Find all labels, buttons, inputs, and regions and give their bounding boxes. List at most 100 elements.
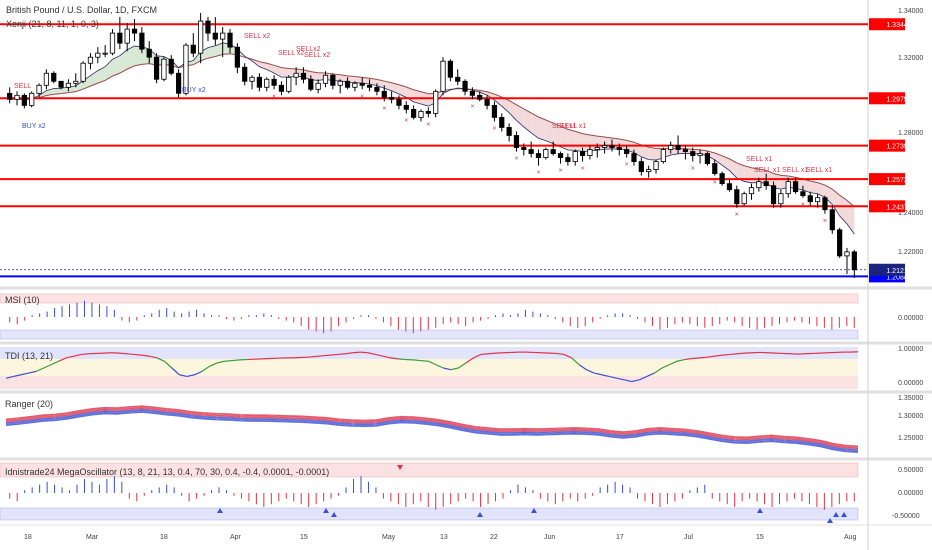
tdi-segment — [398, 358, 406, 361]
ranger-line — [5, 408, 859, 450]
candle-body — [469, 90, 476, 96]
candle-body — [352, 82, 358, 88]
time-axis[interactable]: 18 Mar 18 Apr 15 May 13 22 Jun 17 Jul 15… — [24, 534, 857, 541]
tdi-segment — [186, 374, 195, 378]
candle-body — [815, 197, 821, 203]
tdi-segment — [654, 367, 663, 374]
ranger-legend: Ranger (20) — [5, 399, 54, 409]
msi-histogram — [9, 300, 855, 334]
candle-body — [440, 60, 446, 92]
tdi-segment — [360, 351, 368, 354]
tdi-segment — [20, 372, 29, 376]
cloud-segment — [134, 46, 142, 66]
cloud-segment — [560, 126, 568, 151]
level-tag-label: 1.24371 — [886, 204, 911, 211]
candle-body — [87, 56, 94, 64]
cloud-segment — [567, 129, 576, 151]
tdi-segment — [639, 375, 648, 381]
candle-body — [447, 60, 453, 78]
candle-body — [161, 58, 167, 80]
candle-body — [726, 183, 733, 191]
annotation: SELL x2 — [244, 33, 270, 40]
candle-body — [374, 86, 380, 92]
cloud-segment — [354, 76, 363, 84]
tdi-tick: 0.00000 — [898, 380, 923, 387]
candle-body — [205, 20, 211, 34]
candle-body — [543, 149, 549, 158]
ranger-line — [5, 405, 859, 447]
candle-body — [286, 76, 292, 92]
candle-body — [499, 117, 505, 128]
cloud-segment — [802, 179, 811, 193]
ranger-tick: 1.35000 — [898, 395, 923, 402]
annotation: SELL x1 — [806, 167, 832, 174]
tdi-segment — [315, 355, 323, 358]
sell-x-mark: × — [625, 162, 629, 169]
tdi-segment — [367, 352, 376, 356]
candle-body — [168, 58, 174, 74]
indicator-scales: 0.00000 1.00000 0.00000 1.35000 1.30000 … — [892, 315, 923, 520]
cloud-segment — [545, 119, 554, 144]
tdi-segment — [66, 355, 74, 359]
mega-tick: 0.00000 — [898, 490, 923, 497]
tdi-segment — [352, 351, 361, 354]
cloud-segment — [817, 182, 825, 198]
candle-body — [212, 32, 218, 40]
candle-body — [293, 72, 299, 78]
candle-body — [602, 145, 608, 148]
cloud-segment — [839, 195, 847, 224]
candle-body — [778, 193, 784, 205]
cloud-segment — [523, 108, 532, 133]
candle-body — [227, 32, 233, 48]
msi-tick: 0.00000 — [898, 315, 923, 322]
tdi-segment — [73, 353, 82, 357]
cloud-segment — [105, 59, 113, 81]
cloud-segment — [347, 75, 355, 83]
cloud-segment — [729, 158, 737, 178]
cloud-segment — [575, 131, 583, 152]
candle-body — [183, 44, 189, 94]
tdi-bands — [0, 347, 858, 389]
candle-body — [418, 110, 424, 118]
buy-triangle — [827, 518, 833, 523]
candle-body — [278, 84, 285, 92]
mega-bands — [0, 462, 859, 521]
buy-triangle — [477, 512, 483, 517]
signal-marks: × × × × × × × × × × × × × × × × × — [272, 93, 827, 224]
time-tick: Aug — [844, 534, 857, 541]
price-scale[interactable]: 1.34000 1.32000 1.28000 1.24000 1.22000 — [898, 8, 923, 256]
candle-body — [65, 82, 72, 88]
cloud-segment — [494, 94, 502, 107]
annotation: SELL x1 — [746, 156, 772, 163]
price-tick: 1.34000 — [898, 8, 923, 15]
time-tick: Jul — [684, 534, 693, 541]
tdi-segment — [345, 352, 353, 355]
candle-body — [579, 151, 586, 156]
cloud-segment — [274, 65, 282, 78]
tdi-segment — [465, 357, 474, 364]
candle-body — [29, 92, 35, 106]
cloud-segment — [509, 100, 517, 121]
cloud-segment — [824, 185, 833, 205]
candle-body — [594, 147, 600, 150]
sell-x-mark: × — [735, 212, 739, 219]
tdi-segment — [473, 353, 482, 359]
sell-x-mark: × — [492, 125, 496, 132]
tdi-segment — [126, 353, 135, 356]
tdi-line — [5, 351, 859, 383]
cloud-segment — [413, 89, 421, 104]
candle-body — [756, 181, 762, 189]
cloud-segment — [61, 87, 69, 94]
tdi-tick: 1.00000 — [898, 346, 923, 353]
sell-x-mark: × — [558, 168, 562, 175]
candle-body — [315, 82, 321, 90]
horizontal-levels[interactable] — [0, 23, 868, 278]
mega-oscillator-histogram — [9, 476, 855, 510]
tdi-segment — [729, 353, 738, 356]
mega-tick: 0.50000 — [898, 467, 923, 474]
tdi-segment — [179, 374, 188, 378]
cloud-segment — [531, 112, 539, 139]
tdi-segment — [427, 360, 437, 366]
candle-body — [624, 149, 630, 154]
